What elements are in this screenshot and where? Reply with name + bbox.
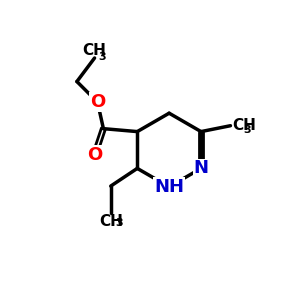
Text: N: N	[194, 159, 208, 177]
Text: NH: NH	[154, 178, 184, 196]
Text: 3: 3	[243, 124, 251, 134]
Text: 3: 3	[115, 218, 122, 228]
Text: CH: CH	[82, 43, 106, 58]
Text: O: O	[90, 93, 105, 111]
Text: CH: CH	[232, 118, 256, 133]
Text: O: O	[87, 146, 102, 164]
Text: CH: CH	[99, 214, 123, 229]
Text: 3: 3	[99, 52, 106, 62]
